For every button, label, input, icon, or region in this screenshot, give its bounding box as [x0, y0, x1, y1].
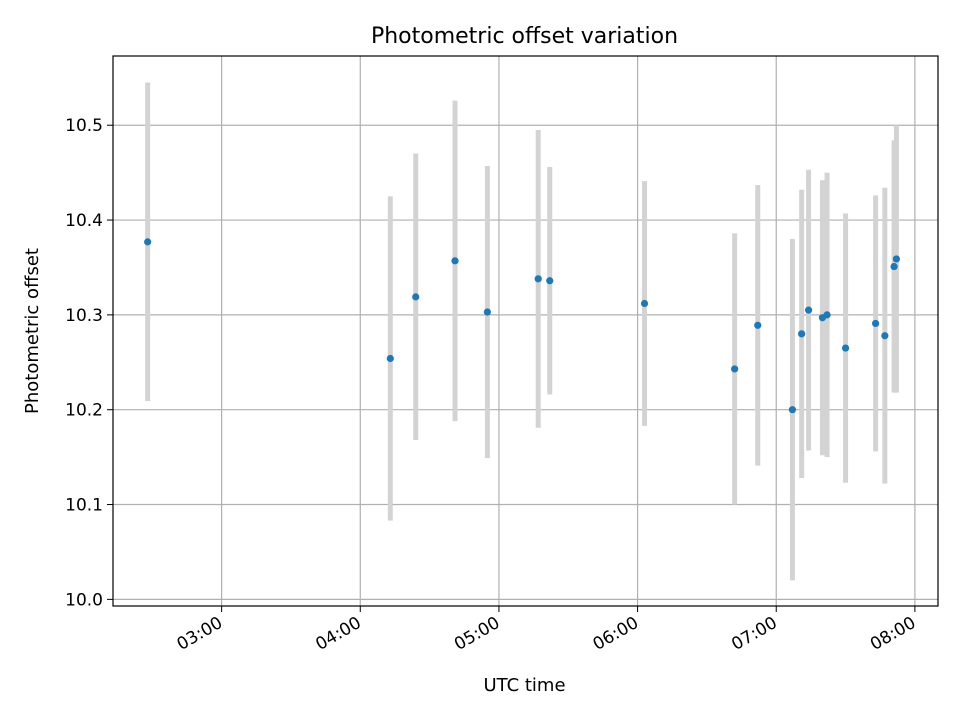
data-points: [144, 238, 901, 414]
y-tick-label: 10.1: [65, 496, 103, 516]
data-point: [788, 406, 797, 414]
data-point: [881, 332, 889, 340]
data-point: [731, 365, 739, 373]
data-point: [640, 299, 649, 308]
data-point: [386, 354, 394, 363]
data-point: [804, 306, 813, 314]
x-axis-title: UTC time: [483, 675, 565, 696]
data-point: [483, 308, 491, 316]
data-point: [144, 238, 152, 246]
y-axis-ticks: 10.0 10.1 10.2 10.3 10.4 10.5: [65, 116, 113, 610]
y-tick-label: 10.3: [65, 306, 103, 326]
data-point: [823, 311, 831, 319]
y-axis-title: Photometric offset: [22, 248, 43, 414]
plot-frame: [112, 55, 939, 607]
y-tick-label: 10.2: [65, 401, 103, 421]
data-point: [890, 262, 898, 271]
data-point: [798, 330, 806, 338]
data-point: [451, 257, 459, 265]
y-tick-label: 10.4: [65, 211, 103, 231]
data-point: [872, 319, 880, 328]
y-tick-label: 10.0: [65, 590, 103, 610]
y-tick-label: 10.5: [65, 116, 103, 136]
data-point: [892, 255, 901, 263]
chart-title: Photometric offset variation: [371, 24, 678, 49]
data-point: [754, 321, 762, 329]
data-point: [412, 293, 420, 301]
data-point: [534, 275, 542, 283]
data-point: [546, 277, 554, 285]
data-point: [841, 344, 850, 352]
